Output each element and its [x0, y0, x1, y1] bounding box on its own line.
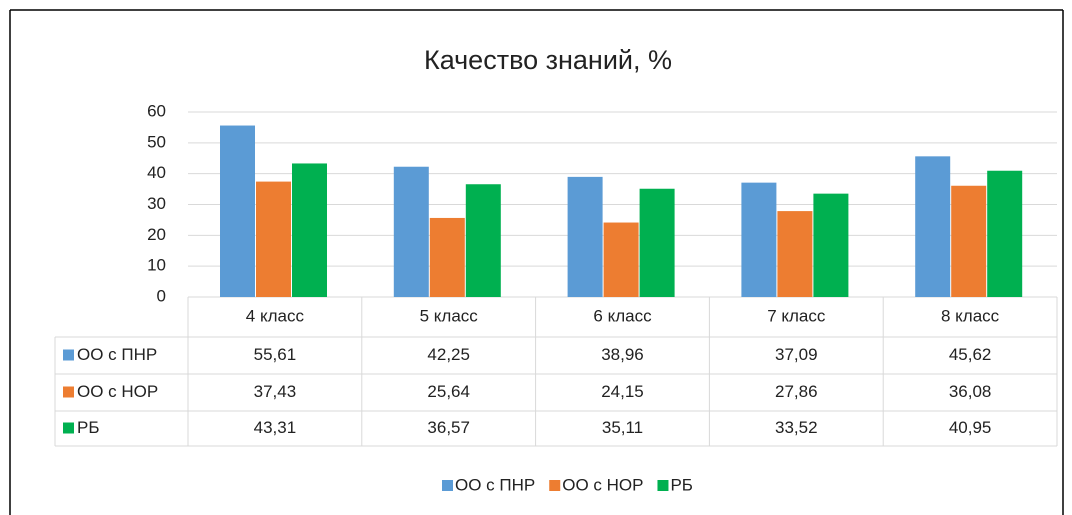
data-label: 37,43	[254, 382, 297, 401]
y-tick-label: 20	[147, 225, 166, 244]
y-tick-label: 10	[147, 256, 166, 275]
legend-swatch	[63, 422, 74, 434]
y-tick-label: 30	[147, 194, 166, 213]
data-label: 45,62	[949, 345, 992, 364]
data-label: 38,96	[601, 345, 644, 364]
data-label: 35,11	[602, 418, 643, 437]
data-label: 25,64	[427, 382, 470, 401]
legend-label: ОО с ПНР	[455, 475, 535, 494]
x-tick-label: 8 класс	[941, 306, 1000, 325]
data-label: 40,95	[949, 418, 992, 437]
bar	[951, 185, 987, 297]
bar	[813, 193, 849, 297]
data-label: 43,31	[254, 418, 297, 437]
bar	[465, 184, 501, 297]
y-tick-label: 0	[157, 286, 166, 305]
y-tick-label: 50	[147, 132, 166, 151]
x-tick-label: 7 класс	[767, 306, 826, 325]
x-tick-label: 6 класс	[593, 306, 652, 325]
legend-swatch	[549, 480, 561, 491]
data-label: 36,57	[427, 418, 470, 437]
legend-swatch	[63, 349, 74, 361]
bar	[429, 217, 465, 297]
bar	[741, 182, 777, 297]
legend-label: РБ	[670, 475, 693, 494]
data-label: 27,86	[775, 382, 818, 401]
bar	[292, 163, 327, 297]
chart-title: Качество знаний, %	[424, 45, 672, 75]
x-tick-label: 5 класс	[420, 306, 479, 325]
bar	[987, 170, 1023, 297]
bar	[393, 166, 429, 297]
bar	[256, 181, 291, 297]
bar	[567, 176, 603, 297]
bar	[603, 222, 639, 297]
table-row-label: ОО с НОР	[77, 382, 158, 401]
bar	[639, 188, 675, 297]
table-row-label: ОО с ПНР	[77, 345, 157, 364]
y-tick-label: 60	[147, 101, 166, 120]
legend-swatch	[442, 480, 453, 491]
y-tick-label: 40	[147, 163, 166, 182]
data-label: 24,15	[601, 382, 644, 401]
bar	[220, 125, 255, 298]
legend-swatch	[657, 480, 669, 491]
data-label: 42,25	[427, 345, 470, 364]
data-label: 55,61	[254, 345, 297, 364]
x-tick-label: 4 класс	[246, 306, 305, 325]
bar	[915, 156, 951, 297]
data-label: 36,08	[949, 382, 992, 401]
data-label: 37,09	[775, 345, 818, 364]
legend-label: ОО с НОР	[562, 475, 643, 494]
legend-swatch	[63, 386, 74, 398]
bar	[777, 211, 813, 297]
data-label: 33,52	[775, 418, 818, 437]
table-row-label: РБ	[77, 418, 100, 437]
